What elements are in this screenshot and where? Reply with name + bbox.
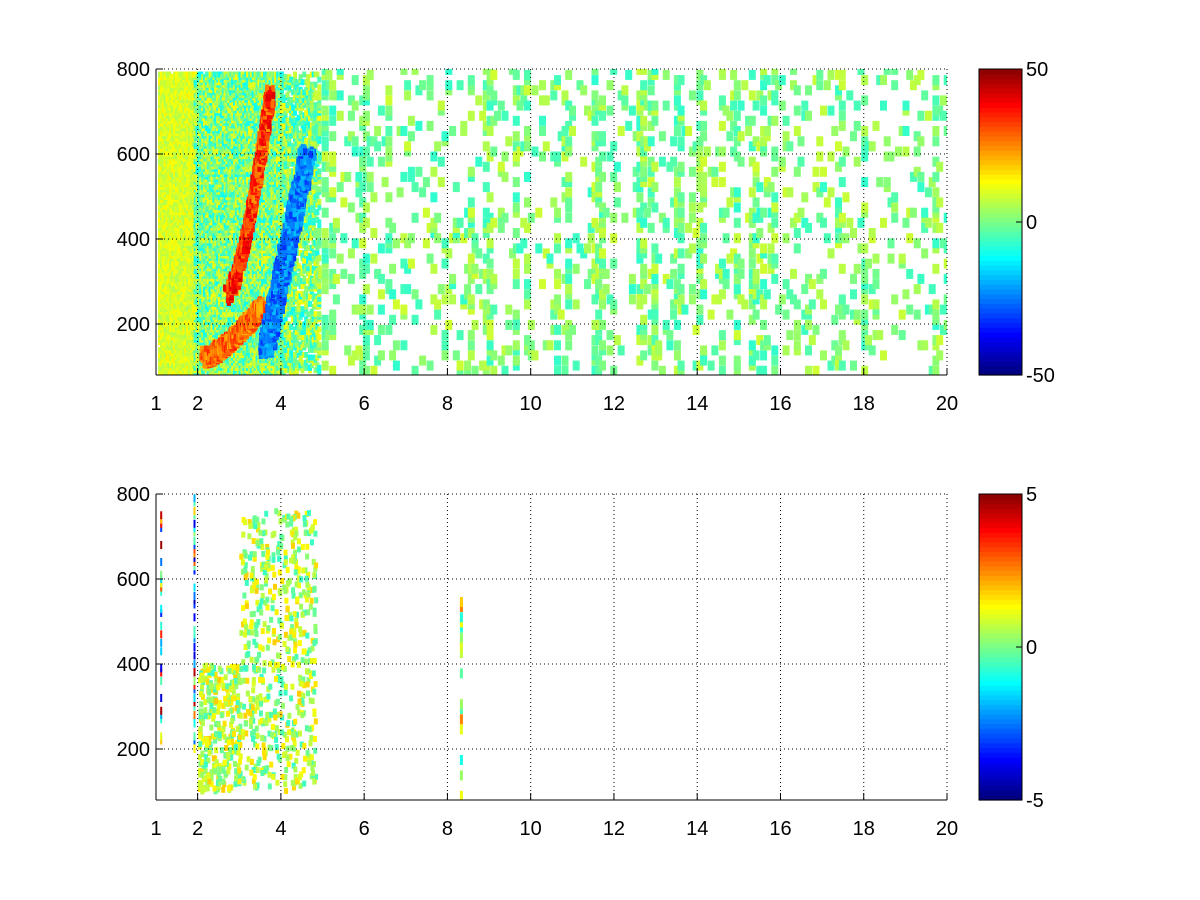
heatmap-cell (204, 71, 209, 78)
heatmap-cell (206, 153, 211, 160)
heatmap-cells (158, 69, 947, 375)
heatmap-cell (171, 331, 176, 338)
heatmap-cell (189, 324, 194, 330)
